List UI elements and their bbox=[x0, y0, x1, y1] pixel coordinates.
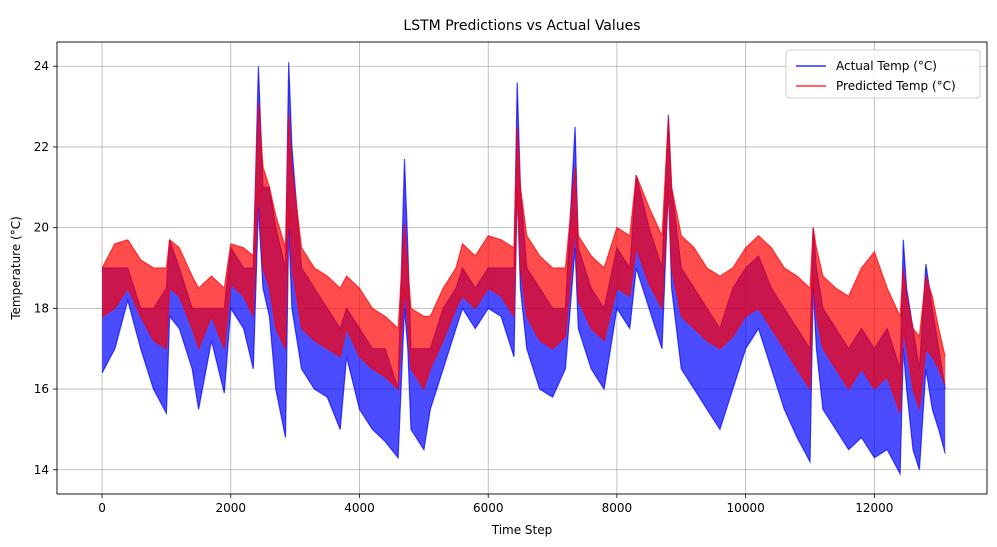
series-band bbox=[102, 102, 946, 414]
legend: Actual Temp (°C) Predicted Temp (°C) bbox=[785, 49, 981, 99]
ticks: 0 2000 4000 6000 8000 10000 12000 14 16 18 20 22 24 bbox=[34, 59, 894, 515]
y-tick-label: 14 bbox=[34, 463, 49, 477]
x-tick-label: 2000 bbox=[215, 501, 246, 515]
legend-label-predicted: Predicted Temp (°C) bbox=[836, 79, 956, 93]
x-tick-label: 0 bbox=[98, 501, 106, 515]
chart-title: LSTM Predictions vs Actual Values bbox=[403, 18, 640, 34]
x-tick-label: 8000 bbox=[602, 501, 633, 515]
x-tick-label: 10000 bbox=[727, 501, 765, 515]
series-lower-line bbox=[101, 187, 946, 414]
x-tick-label: 12000 bbox=[855, 501, 893, 515]
series-layer bbox=[101, 62, 946, 477]
x-axis-label: Time Step bbox=[491, 523, 553, 537]
y-tick-label: 24 bbox=[34, 59, 49, 73]
x-tick-label: 6000 bbox=[473, 501, 504, 515]
y-tick-label: 22 bbox=[34, 140, 49, 154]
x-tick-label: 4000 bbox=[344, 501, 375, 515]
y-tick-label: 20 bbox=[34, 221, 49, 235]
series-upper-line bbox=[101, 102, 946, 357]
y-tick-label: 16 bbox=[34, 382, 49, 396]
series-predicted bbox=[101, 102, 946, 414]
y-axis-label: Temperature (°C) bbox=[9, 216, 23, 321]
legend-box bbox=[785, 49, 981, 99]
y-tick-label: 18 bbox=[34, 301, 49, 315]
plot-frame bbox=[56, 41, 988, 495]
legend-label-actual: Actual Temp (°C) bbox=[836, 59, 937, 73]
